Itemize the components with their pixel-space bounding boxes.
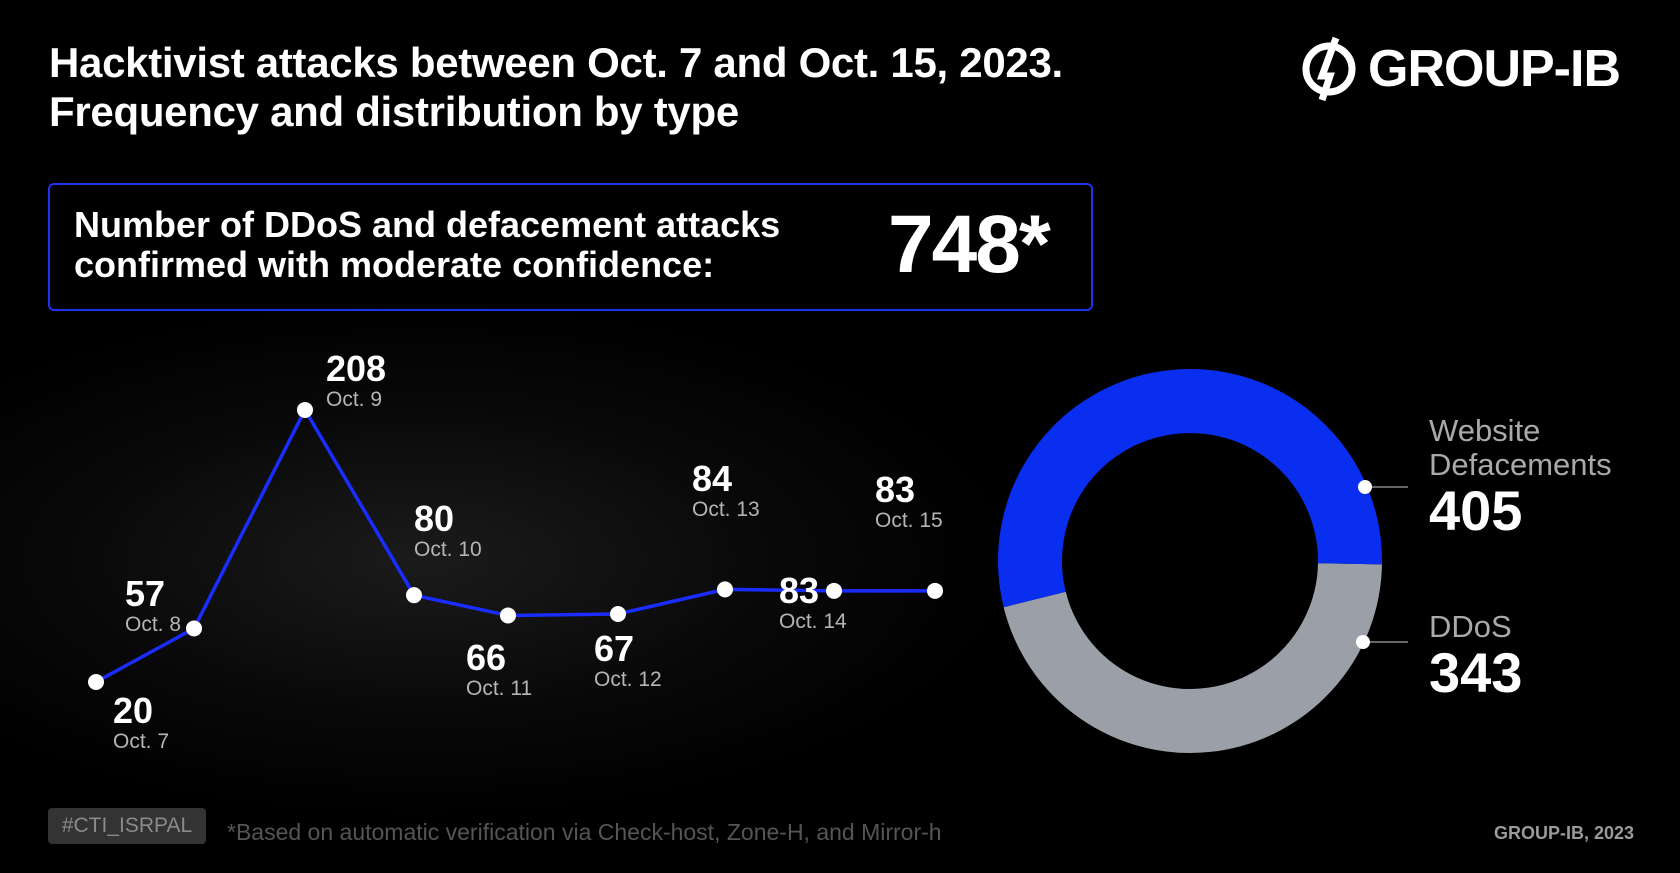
summary-label: Number of DDoS and defacement attacks co… (74, 205, 780, 285)
legend-defacements-label-1: Website (1429, 413, 1541, 448)
point-value: 84 (692, 458, 733, 499)
title-line-2: Frequency and distribution by type (49, 88, 739, 135)
point-value: 208 (326, 348, 387, 389)
summary-line-2: confirmed with moderate confidence: (74, 244, 715, 285)
point-value: 80 (414, 498, 455, 539)
footnote: *Based on automatic verification via Che… (227, 819, 942, 845)
point-label: 57 Oct. 8 (125, 575, 181, 637)
data-point (826, 582, 842, 599)
group-ib-logo: GROUP-IB (1300, 36, 1621, 102)
data-point (186, 620, 202, 637)
point-date: Oct. 13 (692, 498, 760, 521)
point-date: Oct. 11 (466, 677, 533, 700)
legend-defacements-value: 405 (1429, 479, 1523, 542)
data-point (88, 674, 104, 690)
point-value: 20 (113, 690, 154, 731)
point-date: Oct. 12 (594, 668, 662, 691)
point-value: 67 (594, 628, 635, 669)
legend-ddos: DDoS 343 (1429, 610, 1522, 702)
summary-value: 748* (888, 199, 1051, 290)
data-point (297, 401, 313, 418)
data-point (500, 607, 516, 624)
point-value: 66 (466, 637, 507, 678)
data-point (927, 582, 943, 599)
point-value: 83 (779, 570, 820, 611)
point-date: Oct. 9 (326, 388, 383, 411)
summary-box (48, 183, 1093, 311)
point-label: 80 Oct. 10 (414, 500, 482, 562)
point-label: 66 Oct. 11 (466, 639, 532, 701)
point-value: 57 (125, 573, 166, 614)
point-label: 84 Oct. 13 (692, 460, 760, 522)
page-title: Hacktivist attacks between Oct. 7 and Oc… (49, 38, 1063, 136)
summary-line-1: Number of DDoS and defacement attacks (74, 204, 781, 245)
title-line-1: Hacktivist attacks between Oct. 7 and Oc… (49, 39, 1063, 86)
logo-icon (1302, 36, 1356, 102)
legend-marker (1358, 480, 1372, 494)
data-point (610, 605, 626, 622)
hashtag-badge: #CTI_ISRPAL (48, 808, 206, 844)
point-label: 208 Oct. 9 (326, 350, 386, 412)
point-label: 20 Oct. 7 (113, 692, 169, 754)
copyright: GROUP-IB, 2023 (1493, 823, 1634, 843)
legend-ddos-value: 343 (1429, 641, 1523, 704)
donut-slice-ddos (1003, 562, 1382, 753)
point-value: 83 (875, 469, 916, 510)
point-label: 83 Oct. 14 (779, 572, 847, 634)
point-label: 67 Oct. 12 (594, 630, 662, 692)
point-label: 83 Oct. 15 (875, 471, 943, 533)
point-date: Oct. 15 (875, 509, 943, 532)
data-point (717, 581, 733, 598)
point-date: Oct. 8 (125, 613, 182, 636)
point-date: Oct. 14 (779, 610, 847, 633)
data-point (406, 587, 422, 604)
logo-text: GROUP-IB (1368, 40, 1621, 98)
donut-slice-defacements (998, 369, 1382, 608)
legend-ddos-label: DDoS (1429, 609, 1512, 644)
legend-defacements: Website Defacements 405 (1429, 414, 1612, 540)
legend-defacements-label-2: Defacements (1429, 447, 1612, 482)
point-date: Oct. 7 (113, 730, 170, 753)
point-date: Oct. 10 (414, 538, 482, 561)
legend-marker (1356, 635, 1370, 649)
